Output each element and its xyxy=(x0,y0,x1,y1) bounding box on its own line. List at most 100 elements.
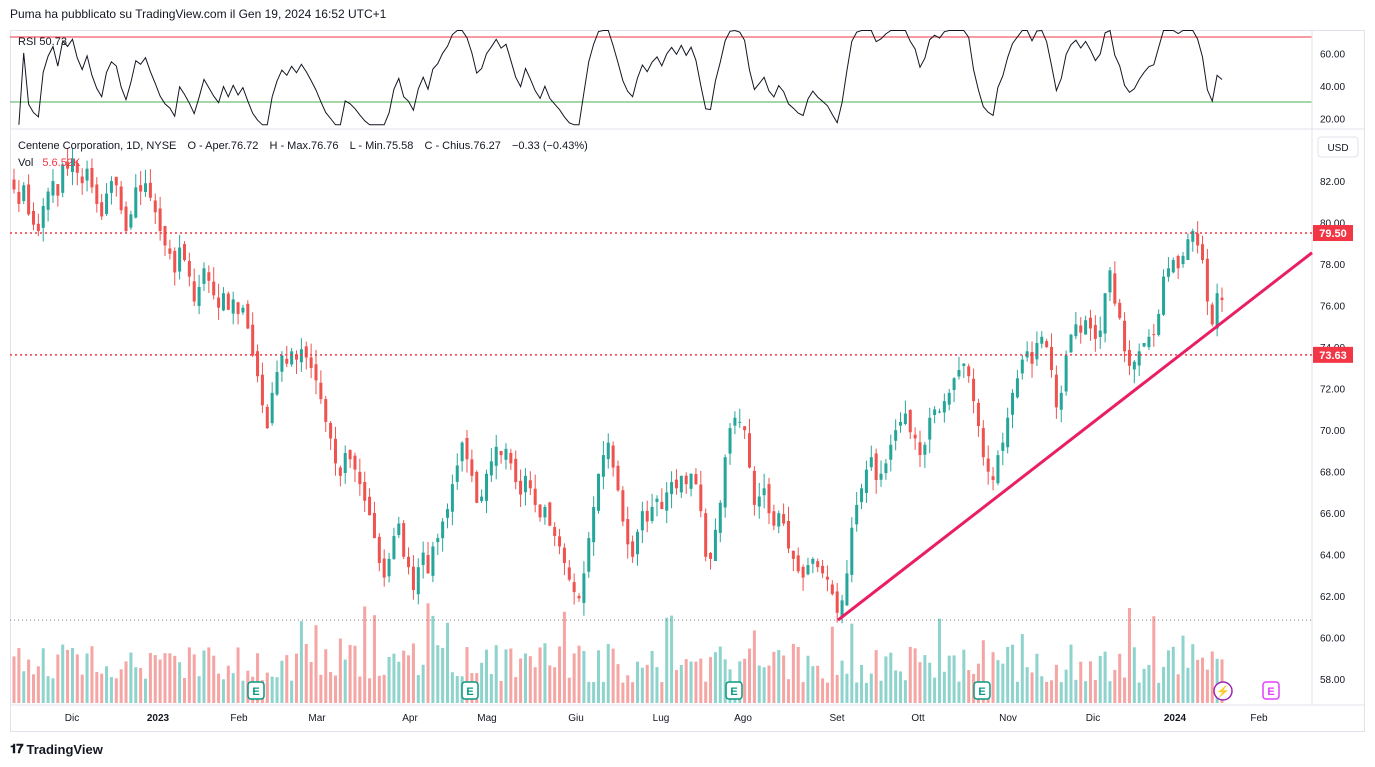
candle-body xyxy=(1220,297,1224,301)
tradingview-logo[interactable]: 𝟏𝟕 TradingView xyxy=(10,741,103,757)
volume-bar xyxy=(368,678,372,703)
candle-body xyxy=(416,567,420,595)
volume-bar xyxy=(587,681,591,703)
volume-bar xyxy=(908,646,912,703)
candle-body xyxy=(704,513,708,557)
candle-body xyxy=(1035,343,1039,360)
candle-body xyxy=(36,223,40,231)
volume-bar xyxy=(421,664,425,703)
time-tick-label: Apr xyxy=(402,713,418,724)
candle-body xyxy=(27,184,31,215)
volume-bar xyxy=(1137,682,1141,703)
candle-body xyxy=(441,521,445,539)
volume-bar xyxy=(100,673,104,703)
candle-body xyxy=(786,520,790,549)
candle-body xyxy=(31,210,35,225)
volume-bar xyxy=(670,615,674,703)
candle-body xyxy=(1093,324,1097,339)
earnings-event-marker[interactable]: E xyxy=(247,681,265,700)
earnings-event-marker[interactable]: E xyxy=(461,681,479,700)
candle-body xyxy=(645,510,649,522)
candle-body xyxy=(192,281,196,302)
volume-bar xyxy=(333,675,337,703)
currency-button[interactable]: USD xyxy=(1317,136,1359,158)
trendline[interactable] xyxy=(837,251,1313,622)
candle-body xyxy=(212,281,216,296)
candle-body xyxy=(821,565,825,574)
candle-body xyxy=(397,523,401,536)
volume-bar xyxy=(139,667,143,703)
volume-bar xyxy=(606,643,610,703)
volume-bar xyxy=(85,653,89,703)
legend-volume-label: Vol xyxy=(18,157,33,169)
svg-text:USD: USD xyxy=(1327,143,1348,154)
candle-body xyxy=(392,536,396,559)
candle-body xyxy=(962,363,966,366)
candle-body xyxy=(947,392,951,405)
candle-body xyxy=(450,484,454,512)
volume-bar xyxy=(192,654,196,703)
candle-body xyxy=(499,451,503,456)
candle-body xyxy=(660,501,664,510)
candle-body xyxy=(533,488,537,505)
legend-volume-value: 5.6.52K xyxy=(42,157,81,169)
candle-body xyxy=(1201,244,1205,260)
earnings-upcoming-event-marker[interactable]: E xyxy=(1262,681,1280,700)
time-axis[interactable]: Dic 2023 Feb Mar Apr Mag Giu Lug Ago Set Ott Nov Dic… xyxy=(65,713,1268,724)
candle-body xyxy=(338,467,342,476)
candle-body xyxy=(548,502,552,526)
volume-bar xyxy=(621,682,625,703)
candle-body xyxy=(718,502,722,533)
volume-bar xyxy=(377,675,381,703)
price-axis[interactable]: 82.0080.0078.0076.0074.0072.0070.0068.00… xyxy=(1320,177,1345,686)
rsi-axis[interactable]: 60.00 40.00 20.00 xyxy=(1320,49,1345,125)
volume-bar xyxy=(217,673,221,703)
symbol-legend[interactable]: Centene Corporation, 1D, NYSE O - Aper.7… xyxy=(18,140,588,169)
candle-body xyxy=(894,430,898,441)
time-tick-label: Ago xyxy=(734,713,752,724)
volume-bar xyxy=(450,672,454,703)
candle-body xyxy=(251,324,255,356)
candle-body xyxy=(1015,378,1019,398)
volume-bar xyxy=(109,677,113,703)
earnings-event-marker[interactable]: E xyxy=(725,681,743,700)
volume-bar xyxy=(597,650,601,703)
candle-body xyxy=(913,434,917,439)
candle-body xyxy=(752,470,756,505)
volume-bar xyxy=(295,653,299,703)
dividend-flash-event-marker[interactable]: ⚡ xyxy=(1213,681,1233,701)
candle-body xyxy=(957,370,961,377)
candle-body xyxy=(1127,349,1131,366)
volume-bar xyxy=(592,682,596,703)
candle-body xyxy=(738,421,742,423)
volume-bar xyxy=(874,650,878,703)
chart-frame[interactable] xyxy=(10,30,1365,732)
candle-body xyxy=(1157,313,1161,335)
candle-body xyxy=(226,293,230,310)
candle-body xyxy=(757,496,761,507)
candle-body xyxy=(75,163,79,173)
volume-bar xyxy=(480,662,484,703)
candle-body xyxy=(61,164,65,193)
earnings-event-marker[interactable]: E xyxy=(973,681,991,700)
volume-bar xyxy=(933,677,937,703)
candle-body xyxy=(1196,233,1200,246)
candle-body xyxy=(480,496,484,502)
candle-body xyxy=(601,455,605,477)
volume-bar xyxy=(1103,651,1107,703)
volume-bar xyxy=(577,645,581,703)
volume-bar xyxy=(173,655,177,703)
volume-bar xyxy=(119,669,123,703)
event-markers[interactable]: E E E E ⚡ E xyxy=(247,681,1280,701)
volume-bar xyxy=(1015,681,1019,703)
candle-body xyxy=(918,442,922,456)
candle-body xyxy=(519,480,523,495)
candle-body xyxy=(1137,351,1141,366)
candle-body xyxy=(1142,343,1146,347)
volume-bar xyxy=(31,674,35,703)
volume-bar xyxy=(275,677,279,703)
volume-bar xyxy=(392,653,396,703)
legend-change: −0.33 (−0.43%) xyxy=(512,140,588,152)
candle-body xyxy=(275,372,279,395)
